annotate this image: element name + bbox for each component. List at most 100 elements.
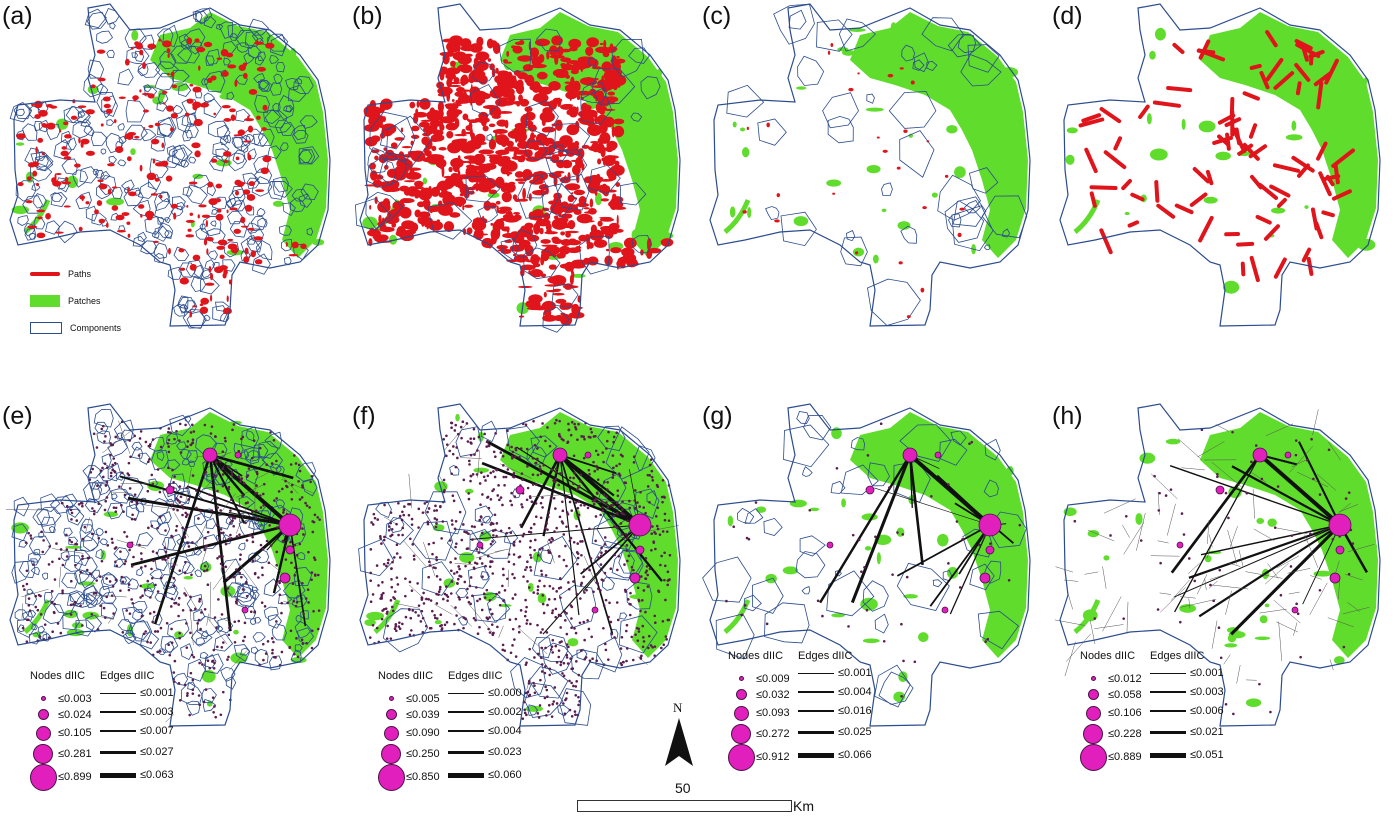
- graph-node: [435, 556, 438, 559]
- graph-node: [120, 504, 123, 507]
- graph-node: [732, 525, 735, 528]
- edge-class-label: ≤0.003: [1190, 686, 1224, 698]
- graph-node: [634, 507, 637, 510]
- path-link: [1192, 195, 1206, 205]
- habitat-patch: [130, 148, 135, 155]
- path-segment: [171, 113, 178, 118]
- path-segment: [192, 87, 201, 93]
- graph-node: [189, 631, 192, 634]
- path-segment: [661, 240, 668, 243]
- path-segment: [462, 114, 468, 121]
- graph-node: [492, 470, 495, 473]
- graph-node: [607, 658, 610, 661]
- path-segment: [595, 188, 598, 196]
- graph-node: [376, 518, 379, 521]
- graph-node: [81, 502, 84, 505]
- graph-node: [1183, 533, 1186, 536]
- path-segment: [465, 169, 478, 176]
- graph-node: [596, 582, 599, 585]
- edge-class-label: ≤0.001: [1190, 667, 1224, 679]
- habitat-patch: [1135, 513, 1142, 525]
- graph-node: [524, 568, 527, 571]
- graph-node: [251, 536, 254, 539]
- path-segment: [190, 213, 194, 216]
- graph-node: [227, 465, 230, 468]
- path-segment: [238, 129, 245, 135]
- node-size-symbol: [739, 676, 744, 681]
- graph-node: [282, 540, 285, 543]
- graph-node: [275, 551, 278, 554]
- node-class-label: ≤0.090: [406, 727, 440, 739]
- component-polygon: [105, 9, 119, 25]
- graph-node: [930, 495, 933, 498]
- graph-node: [449, 539, 452, 542]
- graph-node: [425, 625, 428, 628]
- graph-node: [551, 468, 554, 471]
- graph-node: [204, 565, 207, 568]
- graph-node: [546, 689, 549, 692]
- habitat-patch: [740, 128, 745, 132]
- path-link: [1086, 150, 1095, 171]
- path-segment: [475, 182, 479, 191]
- path-segment: [32, 171, 37, 177]
- path-segment: [171, 204, 178, 209]
- path-segment: [187, 37, 192, 44]
- graph-node: [129, 487, 132, 490]
- graph-node: [512, 543, 515, 546]
- graph-node: [1179, 621, 1182, 624]
- path-segment: [477, 154, 486, 164]
- graph-node: [659, 564, 662, 567]
- path-segment: [848, 88, 853, 92]
- graph-node: [307, 588, 310, 591]
- graph-node: [544, 440, 547, 443]
- path-segment: [828, 51, 830, 55]
- graph-node: [93, 432, 96, 435]
- graph-node: [585, 656, 588, 659]
- graph-node: [264, 605, 267, 608]
- graph-node: [650, 532, 653, 535]
- graph-node: [267, 640, 270, 643]
- graph-node: [583, 569, 586, 572]
- graph-node: [392, 610, 395, 613]
- graph-node: [534, 691, 537, 694]
- graph-node: [138, 454, 141, 457]
- graph-node: [564, 619, 567, 622]
- path-segment: [519, 240, 531, 248]
- graph-node: [531, 500, 534, 503]
- graph-node: [106, 544, 109, 547]
- graph-node: [578, 485, 581, 488]
- graph-node: [455, 614, 458, 617]
- graph-node: [601, 509, 604, 512]
- graph-node: [376, 564, 379, 567]
- graph-node: [231, 519, 234, 522]
- graph-node: [558, 433, 561, 436]
- path-segment: [143, 109, 149, 112]
- graph-node-major: [516, 486, 524, 494]
- graph-node: [381, 618, 384, 621]
- graph-node: [636, 639, 639, 642]
- habitat-patch: [1007, 466, 1014, 476]
- graph-node: [563, 712, 566, 715]
- graph-node: [389, 522, 392, 525]
- graph-node: [218, 555, 221, 558]
- component-polygon: [253, 633, 265, 643]
- graph-node: [114, 561, 117, 564]
- graph-node: [173, 585, 176, 588]
- graph-node: [539, 704, 542, 707]
- path-segment: [249, 89, 257, 95]
- graph-node: [548, 539, 551, 542]
- path-segment: [255, 189, 264, 192]
- graph-node: [491, 623, 494, 626]
- graph-node: [112, 457, 115, 460]
- graph-node: [214, 716, 217, 719]
- graph-node: [533, 656, 536, 659]
- main-patch: [850, 412, 1028, 658]
- habitat-patch: [630, 594, 647, 599]
- graph-node-major: [286, 546, 294, 554]
- graph-node: [234, 641, 237, 644]
- graph-node: [111, 594, 114, 597]
- graph-node: [121, 576, 124, 579]
- graph-node: [480, 515, 483, 518]
- path-link: [1299, 165, 1308, 175]
- graph-node: [626, 536, 629, 539]
